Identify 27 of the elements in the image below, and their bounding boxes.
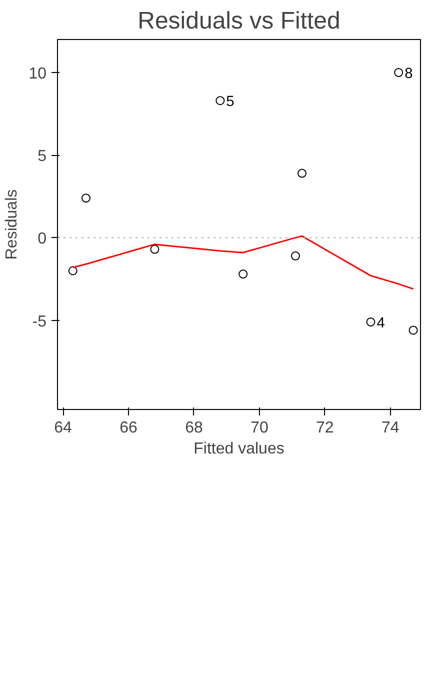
x-axis-title: Fitted values <box>194 440 284 458</box>
y-tick-label: 5 <box>38 148 47 166</box>
annotation: 8 <box>404 66 413 82</box>
annotation: 4 <box>376 315 385 332</box>
point <box>150 244 160 254</box>
x-tick-label: 64 <box>54 420 72 436</box>
y-axis-title: Residuals <box>4 189 21 260</box>
x-tick-label: 74 <box>381 420 400 436</box>
y-tick-label: 10 <box>28 66 47 83</box>
point <box>394 68 404 78</box>
point <box>68 266 78 276</box>
point <box>81 194 90 203</box>
point <box>408 326 418 335</box>
point <box>290 251 300 260</box>
point <box>238 270 248 279</box>
y-tick-label: 0 <box>38 230 47 248</box>
line-series <box>72 235 414 290</box>
point <box>298 168 307 178</box>
x-tick-label: 72 <box>316 420 334 436</box>
y-tick-label: -5 <box>32 313 47 330</box>
x-tick-label: 70 <box>250 420 268 436</box>
x-tick-label: 68 <box>185 420 203 436</box>
annotation: 5 <box>226 94 234 110</box>
point <box>216 96 225 106</box>
x-tick-label: 66 <box>120 420 138 436</box>
point <box>366 317 376 326</box>
chart-title: Residuals vs Fitted <box>138 8 340 34</box>
